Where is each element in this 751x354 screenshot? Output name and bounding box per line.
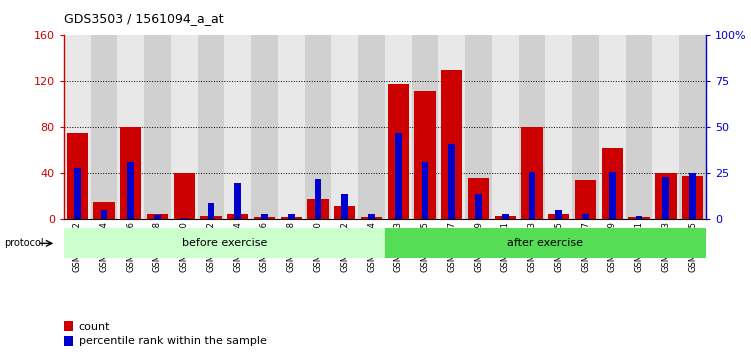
Bar (575, 181, 596, 219)
Bar (468, 178, 489, 219)
Text: before exercise: before exercise (182, 238, 267, 249)
Bar (529, 172, 535, 219)
Bar (342, 194, 348, 219)
Bar (556, 210, 562, 219)
Bar (582, 214, 589, 219)
Bar (360, 217, 382, 219)
Bar (64, 321, 74, 331)
Bar (545, 35, 572, 219)
Bar (171, 35, 198, 219)
Bar (626, 35, 653, 219)
Bar (64, 35, 91, 219)
Bar (609, 172, 616, 219)
Bar (492, 35, 519, 219)
Bar (120, 127, 141, 219)
Text: count: count (79, 321, 110, 332)
Bar (519, 35, 545, 219)
Bar (368, 214, 375, 219)
Bar (261, 214, 268, 219)
Bar (251, 35, 278, 219)
Bar (572, 35, 599, 219)
Bar (439, 35, 465, 219)
Bar (441, 70, 463, 219)
Bar (225, 35, 251, 219)
Bar (495, 216, 516, 219)
Bar (67, 133, 88, 219)
Bar (635, 216, 642, 219)
Bar (548, 214, 569, 219)
Bar (154, 215, 161, 219)
Bar (358, 35, 385, 219)
Bar (117, 35, 144, 219)
Bar (502, 214, 508, 219)
Bar (653, 35, 679, 219)
Bar (254, 217, 275, 219)
Bar (602, 148, 623, 219)
Bar (198, 35, 225, 219)
Bar (305, 35, 331, 219)
Bar (331, 35, 358, 219)
Bar (334, 206, 355, 219)
Bar (388, 84, 409, 219)
Bar (307, 199, 329, 219)
Bar (234, 183, 241, 219)
Bar (679, 35, 706, 219)
Bar (682, 176, 703, 219)
Bar (288, 214, 294, 219)
Bar (448, 144, 455, 219)
Bar (521, 127, 543, 219)
Bar (475, 194, 482, 219)
Bar (415, 91, 436, 219)
Bar (385, 35, 412, 219)
Bar (315, 179, 321, 219)
Bar (629, 217, 650, 219)
Text: GDS3503 / 1561094_a_at: GDS3503 / 1561094_a_at (64, 12, 224, 25)
Bar (128, 162, 134, 219)
Bar (144, 35, 170, 219)
Bar (412, 35, 439, 219)
Bar (181, 218, 188, 219)
Bar (64, 228, 385, 258)
Bar (207, 203, 214, 219)
Bar (74, 168, 80, 219)
Text: after exercise: after exercise (508, 238, 584, 249)
Bar (465, 35, 492, 219)
Bar (101, 210, 107, 219)
Bar (395, 133, 402, 219)
Bar (385, 228, 706, 258)
Bar (146, 214, 168, 219)
Bar (91, 35, 117, 219)
Bar (689, 173, 696, 219)
Bar (201, 216, 222, 219)
Bar (655, 173, 677, 219)
Bar (173, 173, 195, 219)
Bar (64, 336, 74, 346)
Bar (281, 217, 302, 219)
Text: protocol: protocol (4, 238, 44, 249)
Bar (599, 35, 626, 219)
Bar (421, 162, 428, 219)
Bar (227, 214, 249, 219)
Bar (278, 35, 305, 219)
Bar (662, 177, 669, 219)
Text: percentile rank within the sample: percentile rank within the sample (79, 336, 267, 346)
Bar (93, 202, 115, 219)
